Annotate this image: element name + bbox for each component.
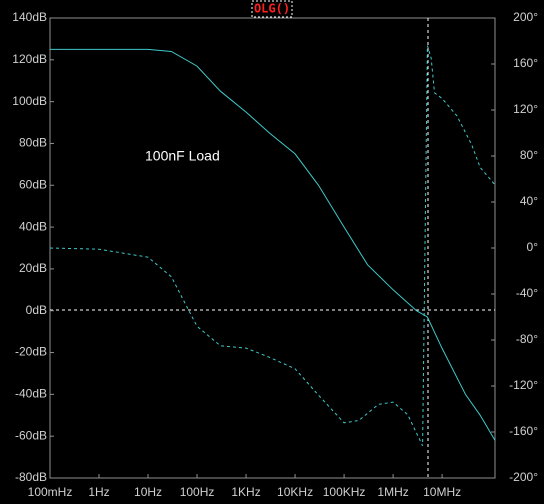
title-box (251, 0, 293, 18)
y-tick-label: -40dB (15, 387, 47, 401)
y2-tick-label: 40° (520, 194, 538, 208)
y-tick-label: -60dB (15, 428, 47, 442)
x-tick-label: 10KHz (277, 485, 313, 499)
y2-tick-label: -200° (509, 470, 538, 484)
y-tick-label: 100dB (12, 94, 47, 108)
y2-tick-label: 120° (513, 102, 538, 116)
x-tick-label: 1MHz (377, 485, 408, 499)
x-tick-label: 100Hz (180, 485, 215, 499)
x-tick-label: 1KHz (231, 485, 260, 499)
y2-tick-label: 160° (513, 56, 538, 70)
y-tick-label: -20dB (15, 345, 47, 359)
y2-tick-label: 200° (513, 10, 538, 24)
x-tick-label: 100mHz (28, 485, 73, 499)
y-tick-label: 80dB (19, 136, 47, 150)
y2-tick-label: 80° (520, 148, 538, 162)
y-tick-label: 40dB (19, 219, 47, 233)
y-tick-label: -80dB (15, 470, 47, 484)
y2-tick-label: -160° (509, 424, 538, 438)
y-tick-label: 20dB (19, 261, 47, 275)
y2-tick-label: -80° (516, 332, 538, 346)
y-tick-label: 140dB (12, 10, 47, 24)
y2-tick-label: 0° (527, 240, 539, 254)
x-tick-label: 10MHz (423, 485, 461, 499)
chart-title: OLG() (254, 2, 290, 16)
x-tick-label: 1Hz (88, 485, 109, 499)
y2-tick-label: -120° (509, 378, 538, 392)
y2-tick-label: -40° (516, 286, 538, 300)
x-tick-label: 10Hz (134, 485, 162, 499)
series-line (50, 48, 496, 441)
x-tick-label: 100KHz (323, 485, 366, 499)
y-tick-label: 120dB (12, 52, 47, 66)
annotation: 100nF Load (145, 148, 220, 164)
y-tick-label: 0dB (26, 303, 47, 317)
y-tick-label: 60dB (19, 177, 47, 191)
